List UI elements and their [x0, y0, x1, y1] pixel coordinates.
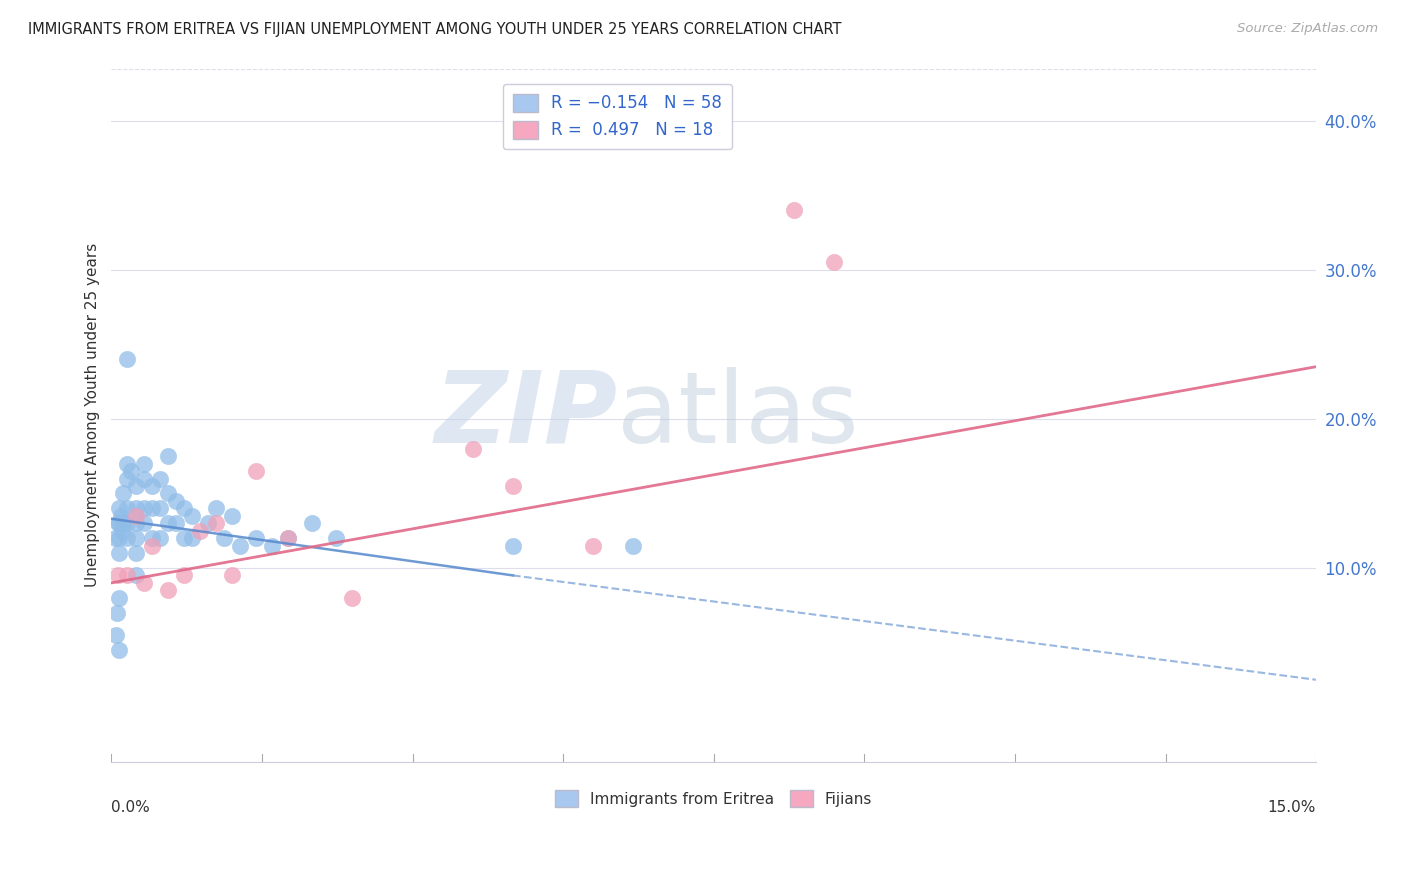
Point	[173, 501, 195, 516]
Point	[245, 531, 267, 545]
Point	[112, 486, 135, 500]
Point	[141, 501, 163, 516]
Point	[108, 591, 131, 605]
Point	[104, 531, 127, 545]
Point	[623, 539, 645, 553]
Point	[149, 501, 172, 516]
Point	[156, 449, 179, 463]
Point	[132, 516, 155, 531]
Point	[132, 575, 155, 590]
Point	[245, 464, 267, 478]
Point	[124, 501, 146, 516]
Point	[156, 583, 179, 598]
Point	[180, 531, 202, 545]
Point	[342, 591, 364, 605]
Point	[141, 531, 163, 545]
Point	[325, 531, 347, 545]
Point	[112, 516, 135, 531]
Point	[156, 486, 179, 500]
Point	[260, 539, 283, 553]
Point	[173, 568, 195, 582]
Point	[141, 479, 163, 493]
Point	[124, 546, 146, 560]
Point	[141, 539, 163, 553]
Point	[221, 508, 243, 523]
Point	[124, 568, 146, 582]
Point	[173, 531, 195, 545]
Point	[105, 606, 128, 620]
Point	[165, 494, 187, 508]
Point	[132, 457, 155, 471]
Point	[108, 546, 131, 560]
Point	[301, 516, 323, 531]
Point	[188, 524, 211, 538]
Point	[277, 531, 299, 545]
Point	[823, 255, 845, 269]
Text: 0.0%: 0.0%	[111, 800, 150, 815]
Point	[105, 628, 128, 642]
Legend: Immigrants from Eritrea, Fijians: Immigrants from Eritrea, Fijians	[550, 784, 879, 814]
Point	[107, 643, 129, 657]
Point	[156, 516, 179, 531]
Point	[117, 501, 139, 516]
Point	[107, 568, 129, 582]
Point	[204, 501, 226, 516]
Point	[121, 464, 143, 478]
Point	[149, 471, 172, 485]
Point	[277, 531, 299, 545]
Point	[783, 203, 806, 218]
Point	[502, 479, 524, 493]
Text: IMMIGRANTS FROM ERITREA VS FIJIAN UNEMPLOYMENT AMONG YOUTH UNDER 25 YEARS CORREL: IMMIGRANTS FROM ERITREA VS FIJIAN UNEMPL…	[28, 22, 842, 37]
Point	[132, 501, 155, 516]
Point	[124, 479, 146, 493]
Point	[197, 516, 219, 531]
Point	[111, 524, 134, 538]
Text: 15.0%: 15.0%	[1268, 800, 1316, 815]
Point	[204, 516, 226, 531]
Y-axis label: Unemployment Among Youth under 25 years: Unemployment Among Youth under 25 years	[86, 243, 100, 587]
Point	[221, 568, 243, 582]
Point	[108, 516, 131, 531]
Point	[108, 501, 131, 516]
Point	[117, 531, 139, 545]
Point	[108, 531, 131, 545]
Point	[124, 508, 146, 523]
Text: ZIP: ZIP	[434, 367, 617, 464]
Point	[110, 508, 132, 523]
Point	[165, 516, 187, 531]
Point	[212, 531, 235, 545]
Point	[132, 471, 155, 485]
Point	[117, 516, 139, 531]
Point	[117, 471, 139, 485]
Point	[582, 539, 605, 553]
Point	[502, 539, 524, 553]
Point	[461, 442, 484, 456]
Point	[107, 516, 129, 531]
Point	[180, 508, 202, 523]
Point	[149, 531, 172, 545]
Point	[117, 457, 139, 471]
Text: Source: ZipAtlas.com: Source: ZipAtlas.com	[1237, 22, 1378, 36]
Point	[117, 568, 139, 582]
Point	[124, 531, 146, 545]
Text: atlas: atlas	[617, 367, 859, 464]
Point	[117, 352, 139, 367]
Point	[124, 516, 146, 531]
Point	[229, 539, 252, 553]
